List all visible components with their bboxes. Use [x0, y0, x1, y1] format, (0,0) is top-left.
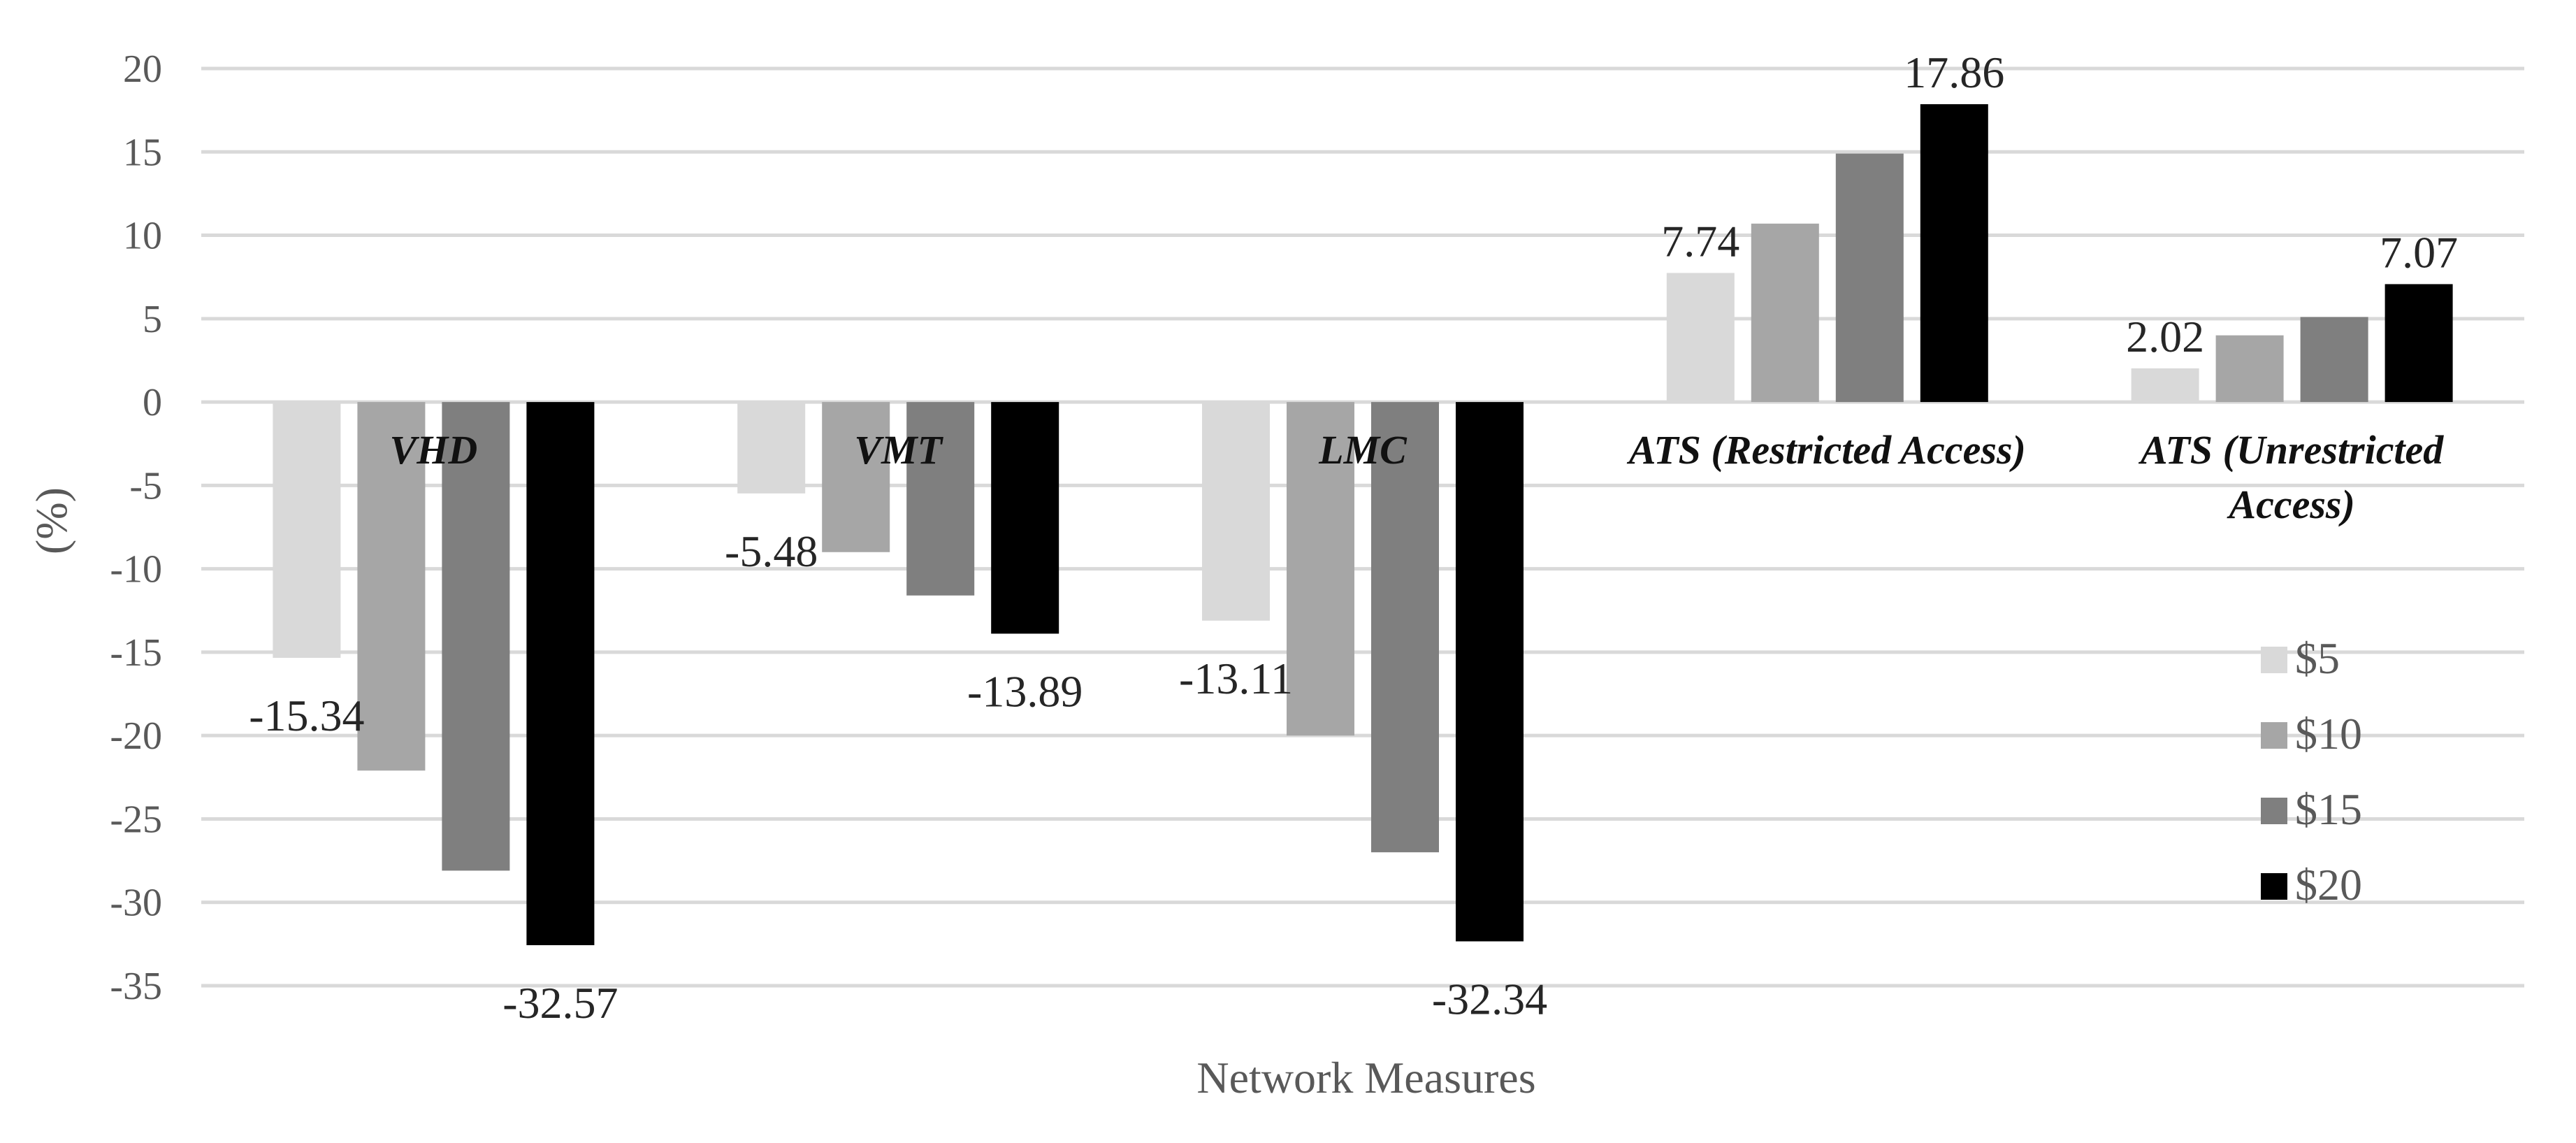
y-axis-ticks: 20 15 10 5 0 -5 -10 -15 -20 -25 -30 -35 [110, 48, 162, 1008]
y-tick-label: 10 [123, 215, 162, 258]
bar-usd10-3 [1751, 223, 1819, 403]
y-tick-label: -5 [129, 464, 162, 508]
bar-usd15-3 [1835, 153, 1904, 403]
y-tick-label: -35 [110, 965, 162, 1008]
bar-usd5-1 [737, 402, 806, 494]
y-axis-title: (%) [27, 487, 76, 554]
legend-swatch [2261, 722, 2287, 749]
y-tick-label: 15 [123, 131, 162, 174]
bar-usd5-2 [1202, 402, 1270, 621]
data-label: 17.86 [1904, 48, 2004, 97]
bars [273, 104, 2453, 946]
data-label: -32.34 [1432, 975, 1547, 1024]
x-axis-title: Network Measures [1196, 1053, 1535, 1102]
category-labels: VHD VMT LMC ATS (Restricted Access) ATS (Unr… [390, 427, 2445, 527]
legend-swatch [2261, 798, 2287, 824]
y-tick-label: 20 [123, 48, 162, 91]
legend: $5 $10 $15 $20 [2261, 633, 2362, 910]
data-label: 7.07 [2380, 227, 2458, 277]
y-tick-label: -15 [110, 631, 162, 675]
bar-usd20-2 [1456, 402, 1524, 942]
y-tick-label: 5 [143, 298, 162, 341]
data-label: -5.48 [725, 526, 818, 576]
bar-usd15-4 [2300, 317, 2368, 403]
bar-usd5-3 [1666, 273, 1735, 403]
legend-label: $5 [2295, 633, 2340, 683]
bar-usd15-2 [1371, 402, 1439, 853]
legend-label: $20 [2295, 860, 2362, 910]
bar-usd10-0 [357, 402, 426, 771]
bar-usd5-0 [273, 402, 341, 659]
bar-usd15-0 [442, 402, 510, 871]
data-label: -15.34 [249, 691, 364, 740]
bar-usd20-0 [526, 402, 595, 946]
category-label: ATS (Restricted Access) [1627, 427, 2026, 473]
bar-usd20-4 [2385, 284, 2453, 403]
category-label: VMT [854, 427, 943, 473]
data-label: -13.11 [1179, 654, 1293, 703]
y-tick-label: -30 [110, 882, 162, 925]
legend-swatch [2261, 647, 2287, 673]
bar-usd10-2 [1287, 402, 1354, 736]
y-tick-label: 0 [143, 381, 162, 424]
bar-usd15-1 [906, 402, 975, 596]
legend-label: $15 [2295, 784, 2362, 834]
bar-usd5-4 [2131, 368, 2199, 403]
bar-usd20-1 [991, 402, 1059, 634]
data-label: -13.89 [967, 666, 1083, 716]
category-label: VHD [390, 427, 478, 473]
legend-swatch [2261, 873, 2287, 900]
bar-usd20-3 [1920, 104, 1988, 403]
y-tick-label: -20 [110, 714, 162, 758]
bar-usd10-4 [2215, 335, 2284, 403]
category-label: LMC [1318, 427, 1408, 473]
data-label: 2.02 [2126, 312, 2204, 361]
data-label: 7.74 [1661, 216, 1739, 266]
y-tick-label: -25 [110, 798, 162, 841]
legend-label: $10 [2295, 709, 2362, 759]
data-label: -32.57 [502, 978, 618, 1028]
category-label: ATS (Unrestricted Access) [2139, 427, 2444, 527]
data-labels: -15.34 -32.57 -5.48 -13.89 -13.11 -32.34 7.74 1… [249, 48, 2458, 1028]
bar-usd10-1 [822, 402, 890, 552]
y-tick-label: -10 [110, 548, 162, 591]
